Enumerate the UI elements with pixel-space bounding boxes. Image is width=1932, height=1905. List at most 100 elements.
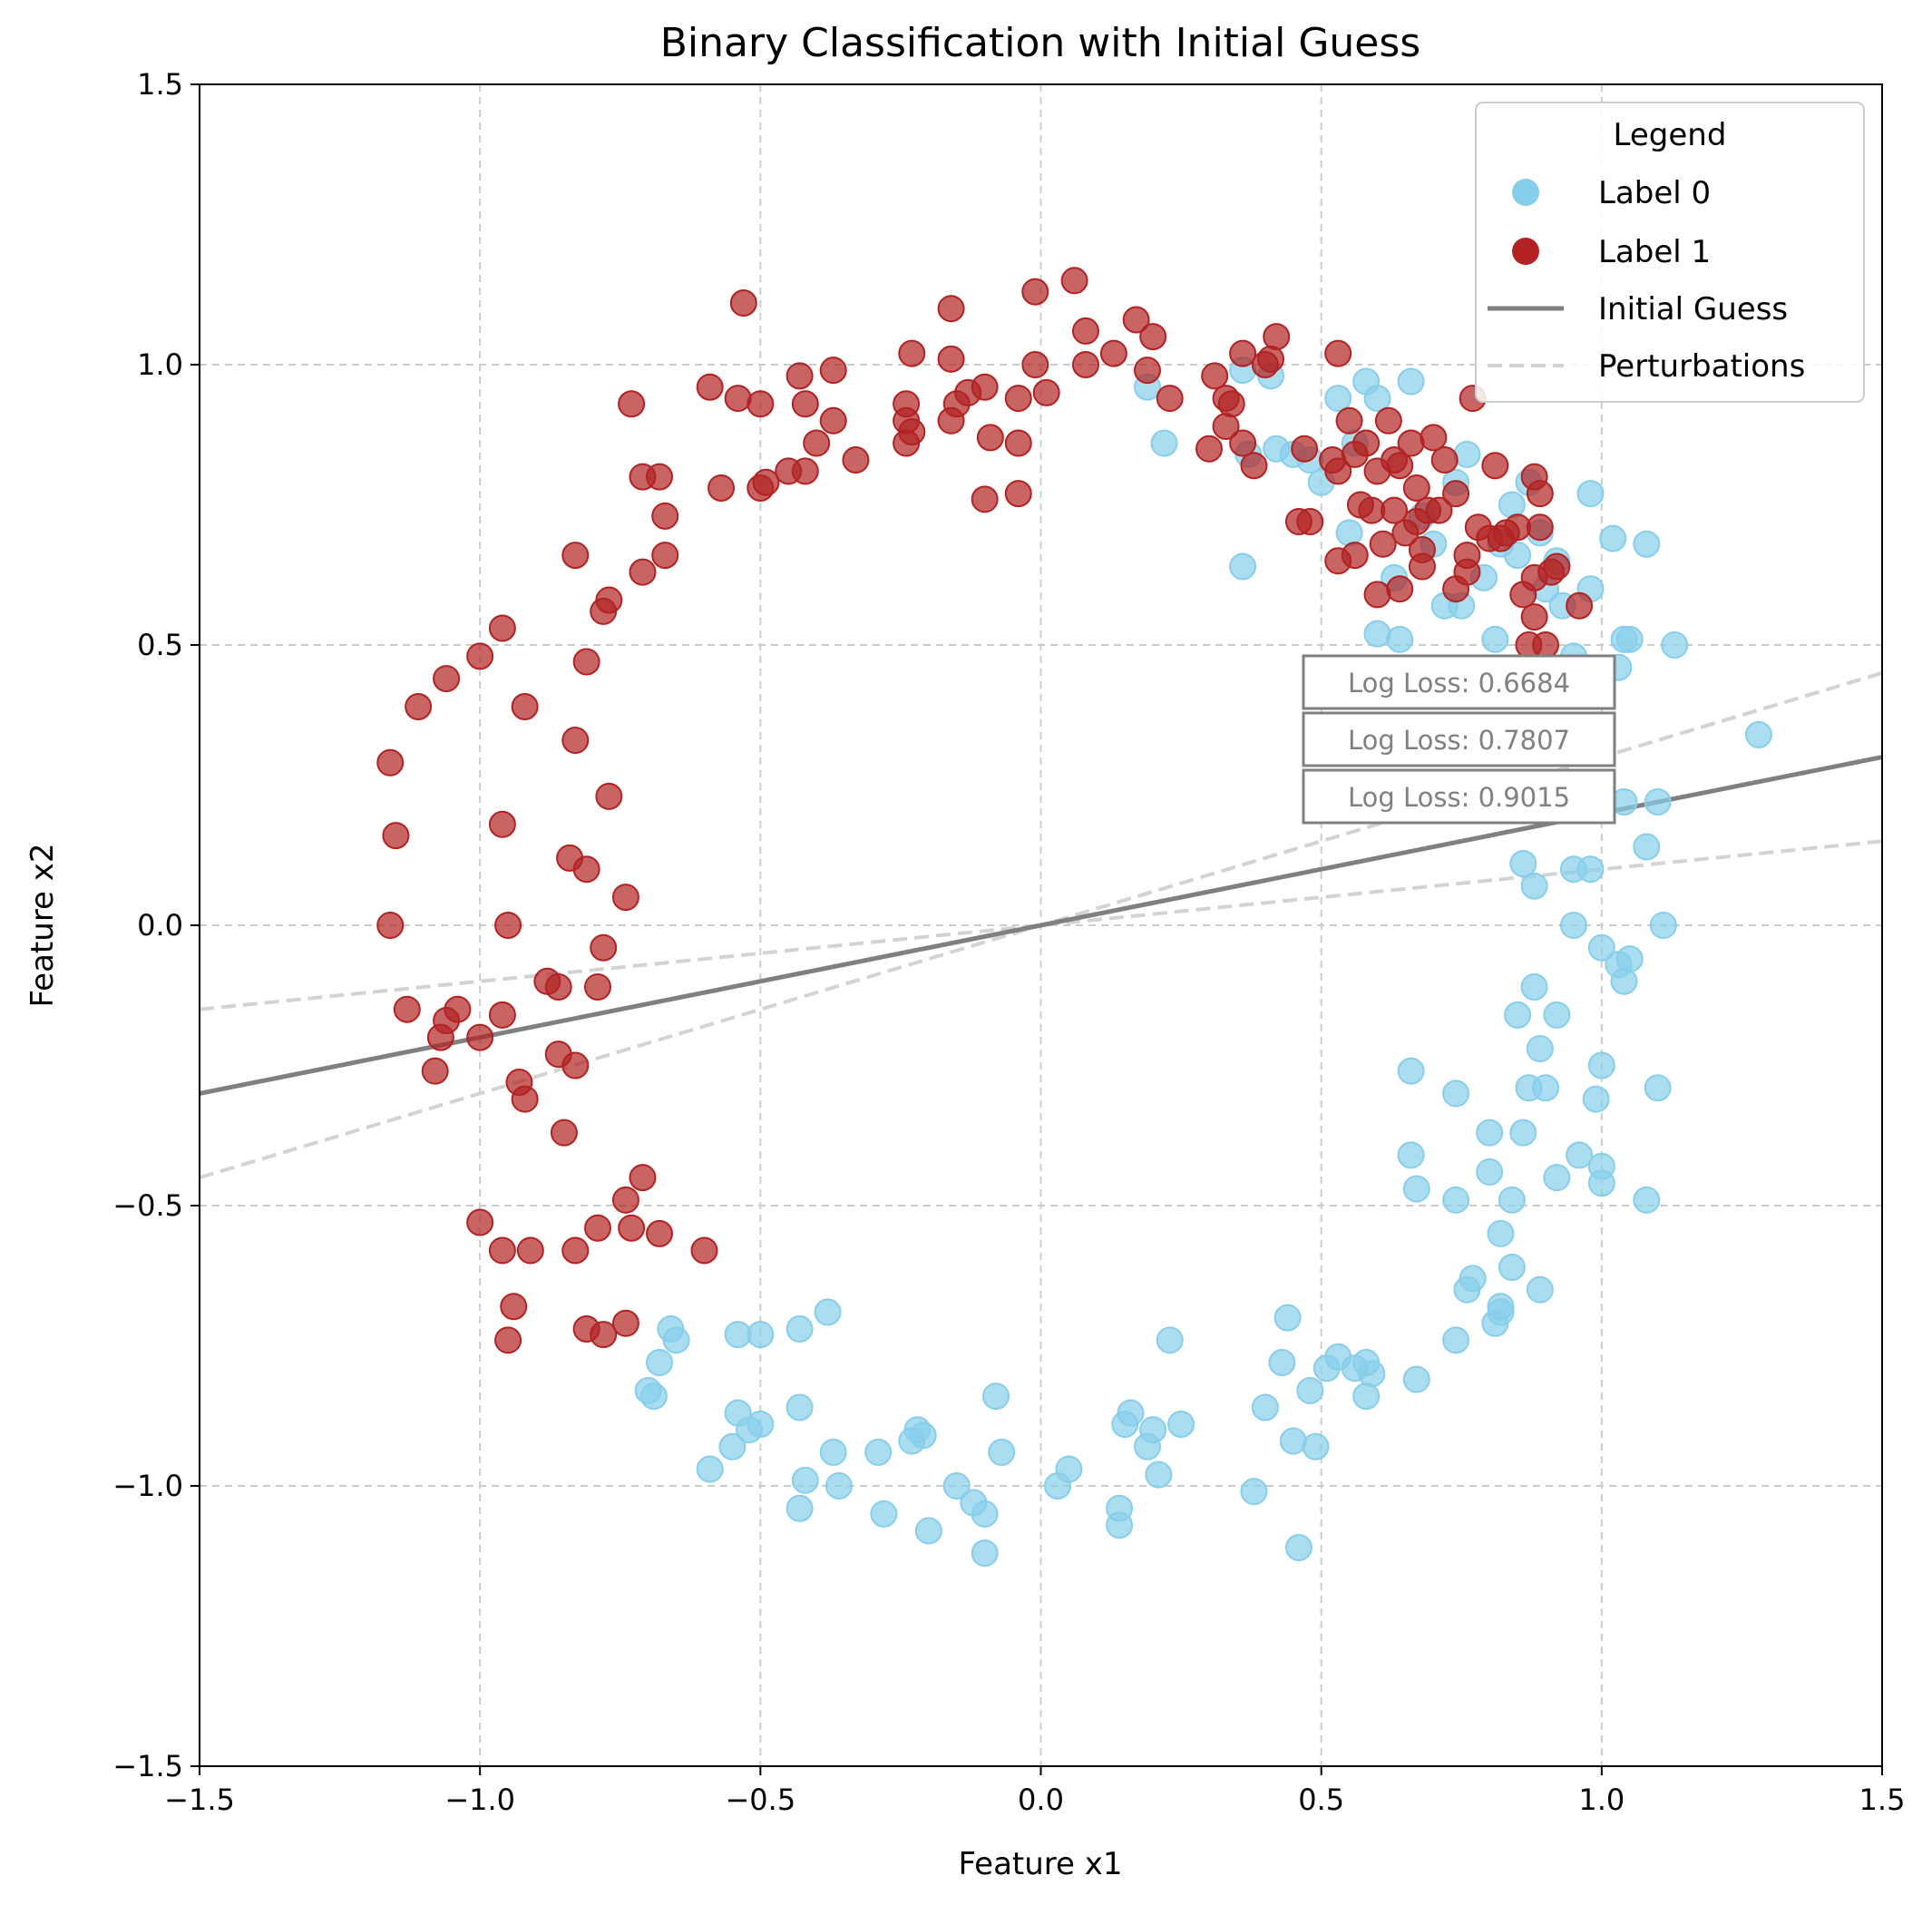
point-label-0 <box>1615 945 1644 973</box>
axis-ticks: −1.5 −1.0 −0.5 0.0 0.5 1.0 1.5 −1.5 −1.0 −0.5 0.0 0… <box>112 67 1905 1817</box>
point-label-1 <box>1526 480 1554 508</box>
point-label-1 <box>1263 323 1291 351</box>
point-label-0 <box>1610 967 1638 995</box>
point-label-0 <box>1442 1326 1470 1354</box>
point-label-1 <box>1257 345 1285 373</box>
point-label-0 <box>1615 625 1644 653</box>
point-label-0 <box>785 1494 814 1522</box>
point-label-0 <box>1044 1472 1072 1500</box>
point-label-1 <box>1229 339 1257 367</box>
point-label-1 <box>937 295 965 323</box>
point-label-1 <box>1296 508 1324 536</box>
point-label-1 <box>629 558 657 586</box>
y-tick-label: 0.0 <box>137 908 183 943</box>
point-label-1 <box>488 1001 516 1029</box>
point-label-0 <box>657 1314 685 1343</box>
point-label-1 <box>561 1051 590 1080</box>
point-label-1 <box>1156 385 1184 413</box>
log-loss-text: Log Loss: 0.9015 <box>1348 782 1570 813</box>
point-label-1 <box>421 1057 449 1085</box>
point-label-1 <box>466 1023 494 1051</box>
point-label-0 <box>1481 625 1509 653</box>
point-label-1 <box>775 457 803 485</box>
point-label-1 <box>690 1236 718 1265</box>
x-tick-label: 0.0 <box>1018 1783 1064 1817</box>
point-label-0 <box>1268 1349 1296 1377</box>
point-label-1 <box>1408 552 1436 581</box>
point-label-1 <box>724 385 752 413</box>
legend-marker-label-0 <box>1512 179 1539 206</box>
point-label-1 <box>433 665 461 693</box>
point-label-0 <box>1576 480 1605 508</box>
point-label-1 <box>1122 306 1150 334</box>
point-label-1 <box>1430 446 1459 474</box>
point-label-0 <box>960 1489 988 1517</box>
y-tick-label: 0.5 <box>137 628 183 662</box>
point-label-1 <box>651 542 679 570</box>
point-label-0 <box>1633 833 1661 861</box>
point-label-1 <box>550 1119 578 1147</box>
point-label-1 <box>561 1236 590 1265</box>
x-tick-label: 1.0 <box>1578 1783 1625 1817</box>
point-label-0 <box>864 1438 893 1466</box>
point-label-0 <box>1363 385 1391 413</box>
point-label-0 <box>1145 1460 1173 1489</box>
point-label-1 <box>426 1023 454 1051</box>
point-label-1 <box>500 1293 528 1321</box>
point-label-0 <box>1587 1169 1615 1197</box>
point-label-1 <box>752 468 780 496</box>
point-label-0 <box>1240 1478 1268 1506</box>
legend-title: Legend <box>1614 117 1727 153</box>
legend-box <box>1475 102 1865 403</box>
log-loss-annotations: Log Loss: 0.6684 Log Loss: 0.7807 Log Loss… <box>1302 654 1616 825</box>
point-label-0 <box>914 1517 942 1545</box>
point-label-0 <box>1150 429 1178 457</box>
point-label-1 <box>1032 378 1060 406</box>
point-label-0 <box>1543 1164 1571 1192</box>
point-label-1 <box>1071 351 1099 378</box>
point-label-0 <box>1649 912 1677 939</box>
point-label-1 <box>1442 480 1470 508</box>
point-label-0 <box>1509 1119 1537 1147</box>
point-label-1 <box>1099 339 1127 367</box>
point-label-0 <box>1509 850 1537 878</box>
point-label-0 <box>1661 631 1689 659</box>
point-label-0 <box>646 1349 674 1377</box>
y-tick-label: −1.5 <box>112 1749 183 1783</box>
point-label-0 <box>1566 1141 1594 1169</box>
y-tick-label: 1.0 <box>137 347 183 382</box>
point-label-0 <box>825 1472 853 1500</box>
point-label-0 <box>1397 1057 1425 1085</box>
point-label-1 <box>819 357 847 385</box>
point-label-0 <box>724 1321 752 1349</box>
point-label-0 <box>1587 1051 1615 1080</box>
point-label-0 <box>791 1466 819 1494</box>
point-label-1 <box>488 810 516 838</box>
x-tick-label: 0.5 <box>1298 1783 1344 1817</box>
point-label-1 <box>1532 631 1559 659</box>
point-label-1 <box>707 474 736 502</box>
log-loss-annotation: Log Loss: 0.6684 <box>1302 654 1616 710</box>
point-label-1 <box>1481 452 1509 480</box>
point-label-0 <box>1520 872 1548 900</box>
point-label-0 <box>1363 620 1391 648</box>
point-label-1 <box>590 597 618 625</box>
point-label-1 <box>937 406 965 435</box>
point-label-0 <box>1352 1382 1381 1411</box>
point-label-0 <box>1633 1186 1661 1214</box>
point-label-1 <box>516 1236 544 1265</box>
point-label-1 <box>611 884 639 912</box>
point-label-1 <box>1402 474 1430 502</box>
point-label-1 <box>898 418 926 446</box>
point-label-1 <box>696 373 724 401</box>
point-label-1 <box>618 390 646 418</box>
point-label-0 <box>785 1393 814 1421</box>
point-label-1 <box>1319 446 1347 474</box>
point-label-1 <box>1341 542 1369 570</box>
x-tick-label: 1.5 <box>1859 1783 1906 1817</box>
point-label-0 <box>1476 1119 1504 1147</box>
point-label-0 <box>870 1500 898 1528</box>
point-label-1 <box>1021 351 1049 378</box>
point-label-1 <box>1004 480 1032 508</box>
